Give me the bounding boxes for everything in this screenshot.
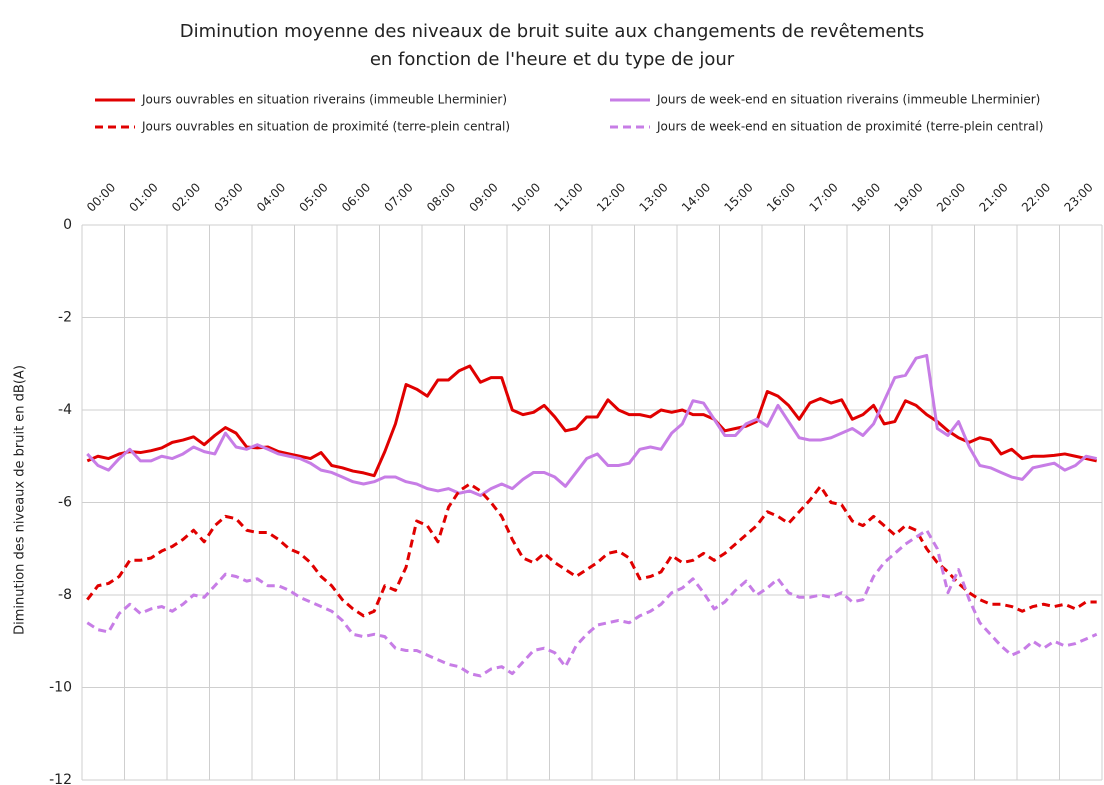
chart-title: en fonction de l'heure et du type de jou… — [370, 49, 735, 70]
x-tick-label: 06:00 — [339, 180, 373, 214]
x-tick-label: 02:00 — [169, 180, 203, 214]
legend-label: Jours de week-end en situation de proxim… — [656, 120, 1043, 134]
x-tick-label: 23:00 — [1061, 180, 1095, 214]
x-tick-label: 10:00 — [509, 180, 543, 214]
y-tick-label: -10 — [49, 680, 72, 696]
x-tick-label: 00:00 — [84, 180, 118, 214]
x-tick-label: 17:00 — [806, 180, 840, 214]
x-tick-label: 07:00 — [381, 180, 415, 214]
series-line — [86, 528, 1098, 678]
y-tick-label: -2 — [58, 310, 72, 326]
x-tick-label: 20:00 — [934, 180, 968, 214]
x-tick-label: 09:00 — [466, 180, 500, 214]
x-tick-label: 05:00 — [296, 180, 330, 214]
series-line — [86, 364, 1098, 478]
x-tick-label: 15:00 — [721, 180, 755, 214]
y-tick-label: -4 — [58, 402, 72, 418]
series-line — [86, 482, 1097, 618]
x-tick-label: 13:00 — [636, 180, 670, 214]
x-tick-label: 11:00 — [551, 180, 585, 214]
y-axis-label: Diminution des niveaux de bruit en dB(A) — [13, 365, 28, 635]
legend-label: Jours de week-end en situation riverains… — [656, 93, 1040, 107]
legend-label: Jours ouvrables en situation de proximit… — [141, 120, 510, 134]
x-tick-label: 04:00 — [254, 180, 288, 214]
y-tick-label: -12 — [49, 772, 72, 785]
x-tick-label: 18:00 — [849, 180, 883, 214]
legend-label: Jours ouvrables en situation riverains (… — [141, 93, 507, 107]
x-tick-label: 16:00 — [764, 180, 798, 214]
series-line — [86, 353, 1098, 498]
x-tick-label: 21:00 — [976, 180, 1010, 214]
x-tick-label: 19:00 — [891, 180, 925, 214]
x-tick-label: 03:00 — [211, 180, 245, 214]
chart-title: Diminution moyenne des niveaux de bruit … — [180, 21, 925, 42]
x-tick-label: 01:00 — [126, 180, 160, 214]
x-tick-label: 14:00 — [679, 180, 713, 214]
x-tick-label: 12:00 — [594, 180, 628, 214]
y-tick-label: -6 — [58, 495, 72, 511]
y-tick-label: -8 — [58, 587, 72, 603]
y-tick-label: 0 — [63, 217, 72, 233]
x-tick-label: 08:00 — [424, 180, 458, 214]
x-tick-label: 22:00 — [1019, 180, 1053, 214]
